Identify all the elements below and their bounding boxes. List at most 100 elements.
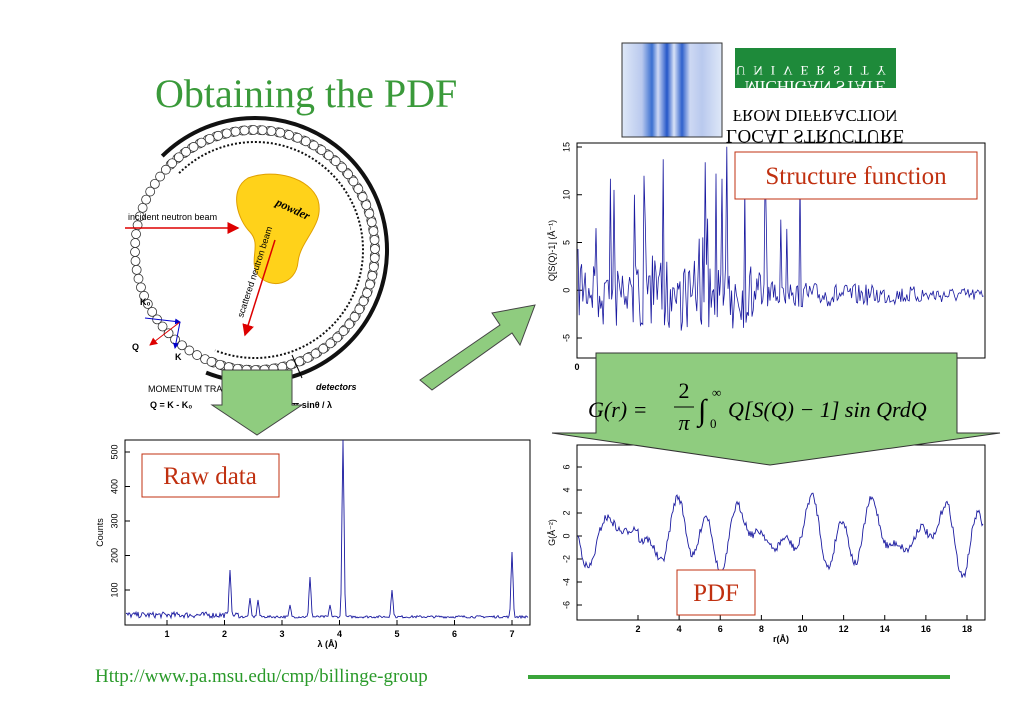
detector: [344, 319, 355, 330]
detector: [230, 126, 241, 137]
detector: [332, 332, 343, 343]
pdf-label: PDF: [693, 580, 739, 607]
detector: [184, 345, 195, 356]
logo-text: UNIVERSITY MICHIGAN STATE FROM DIFFRACTI…: [726, 63, 904, 146]
detector: [357, 192, 368, 202]
y-tick-label: 4: [561, 487, 571, 492]
ring-inner: [178, 141, 364, 359]
detector: [308, 140, 319, 151]
detector: [130, 247, 140, 257]
logo-box: [735, 48, 896, 88]
detector: [139, 290, 149, 301]
detector: [318, 343, 329, 354]
logo-line: UNIVERSITY: [736, 63, 894, 78]
down-arrow: [210, 369, 304, 436]
x-tick-label: 5: [394, 629, 399, 639]
raw-label: Raw data: [163, 463, 257, 490]
detector: [221, 128, 232, 139]
formula-part: Q[S(Q) − 1] sin QrdQ: [728, 397, 927, 422]
y-tick-label: 15: [561, 142, 571, 152]
detector: [266, 126, 277, 137]
detector: [362, 288, 372, 298]
formula-part: 2: [679, 378, 690, 403]
detector: [323, 150, 334, 161]
y-axis-label: Q[S(Q)-1] (Å⁻¹): [547, 220, 557, 281]
y-tick-label: -6: [561, 601, 571, 609]
title: Obtaining the PDF: [155, 71, 457, 116]
detector: [366, 217, 377, 228]
detector: [131, 229, 141, 239]
detector: [157, 321, 168, 332]
detector: [173, 152, 184, 163]
detector: [370, 244, 380, 254]
x-tick-label: 6: [452, 629, 457, 639]
label-box: [141, 453, 280, 498]
detector: [369, 253, 380, 263]
y-tick-label: 6: [561, 464, 571, 469]
x-tick-label: 18: [962, 624, 972, 634]
x-tick-label: 12: [839, 624, 849, 634]
detector: [163, 328, 174, 339]
detector: [330, 156, 341, 167]
x-tick-label: 1: [164, 629, 169, 639]
detector: [142, 299, 153, 309]
detector: [316, 145, 327, 156]
y-tick-label: 2: [561, 510, 571, 515]
footer-url[interactable]: Http://www.pa.msu.edu/cmp/billinge-group: [95, 666, 428, 687]
raw-trace: [125, 439, 529, 620]
detector: [349, 312, 360, 322]
detector: [206, 356, 217, 367]
fringe-image: [621, 42, 723, 138]
detector: [215, 359, 225, 370]
equation: Q = K - K₀: [150, 400, 192, 410]
x-tick-label: 2: [222, 629, 227, 639]
pointer: [291, 354, 303, 379]
detector: [284, 130, 294, 140]
detector: [300, 136, 311, 147]
detector: [343, 169, 353, 180]
q-label: Q: [132, 342, 139, 352]
detector: [192, 350, 202, 360]
ring-outer: [160, 116, 389, 384]
logo-line: LOCAL STRUCTURE: [726, 125, 904, 146]
x-tick-label: 16: [921, 624, 931, 634]
detector: [137, 203, 148, 213]
vector: [144, 317, 181, 325]
y-axis-label: G(Å⁻²): [547, 519, 557, 546]
detector: [369, 235, 380, 245]
detector: [133, 273, 144, 284]
detector: [275, 127, 286, 138]
formula: G(r) = 2 π ∫ ∞ 0 Q[S(Q) − 1] sin QrdQ: [588, 378, 927, 435]
powder: [236, 173, 320, 284]
detector: [145, 186, 156, 197]
detector: [302, 352, 313, 363]
formula-part: G(r) =: [588, 397, 647, 422]
k0-label: K₀: [140, 297, 151, 307]
y-tick-label: 0: [561, 288, 571, 293]
detector: [149, 178, 160, 189]
formula-part: ∞: [712, 385, 721, 400]
detector: [141, 194, 151, 205]
x-tick-label: 2: [635, 624, 640, 634]
detector: [358, 296, 369, 307]
y-tick-label: -5: [561, 334, 571, 342]
detector: [348, 176, 359, 187]
label-box: [734, 151, 978, 200]
detector: [354, 304, 365, 315]
x-tick-label: 14: [880, 624, 890, 634]
detector: [364, 208, 375, 219]
x-tick-label: 6: [718, 624, 723, 634]
detector: [147, 306, 158, 317]
vector: [149, 321, 181, 346]
formula-part: 0: [710, 416, 717, 431]
vector: [172, 321, 181, 349]
detector: [213, 130, 224, 141]
detector: [368, 226, 379, 236]
detector: [286, 359, 296, 370]
y-tick-label: -4: [561, 578, 571, 586]
detector: [365, 279, 375, 290]
detector: [167, 158, 178, 169]
detector: [130, 238, 141, 248]
detector: [325, 338, 336, 349]
x-axis-label: λ (Å): [318, 639, 338, 649]
